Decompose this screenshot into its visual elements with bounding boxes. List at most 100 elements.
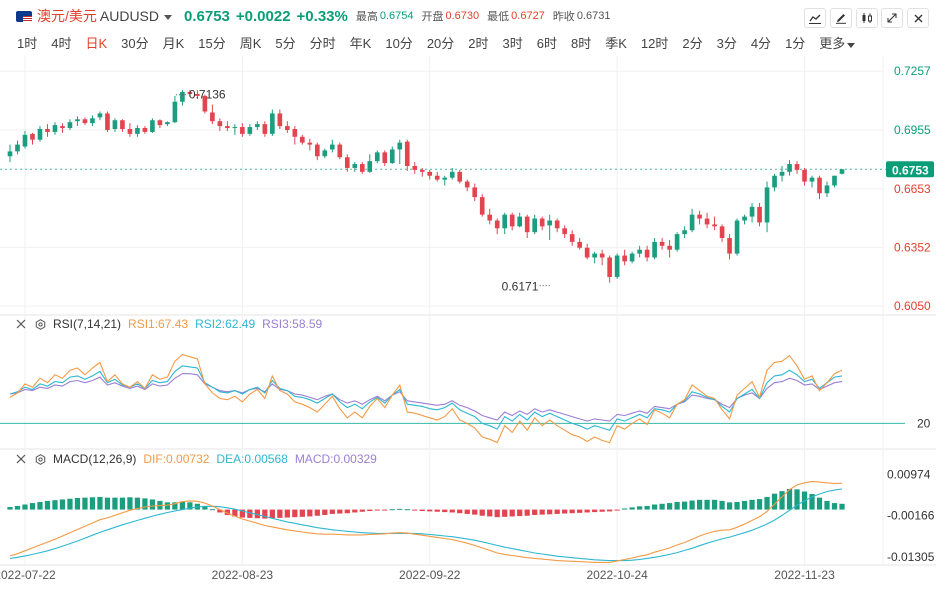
candle[interactable] xyxy=(764,181,770,233)
candle[interactable] xyxy=(659,238,665,250)
candle[interactable] xyxy=(172,95,178,124)
candle[interactable] xyxy=(82,117,88,126)
candle[interactable] xyxy=(644,245,650,262)
tab-6时[interactable]: 6时 xyxy=(534,33,560,52)
candle[interactable] xyxy=(794,161,800,174)
tab-12时[interactable]: 12时 xyxy=(638,33,671,52)
candle[interactable] xyxy=(727,234,732,260)
candle[interactable] xyxy=(232,124,238,135)
candle[interactable] xyxy=(255,121,260,130)
tab-季K[interactable]: 季K xyxy=(602,33,630,52)
candle[interactable] xyxy=(292,126,298,145)
candle[interactable] xyxy=(202,94,208,114)
candle[interactable] xyxy=(809,175,815,188)
candle[interactable] xyxy=(15,140,20,155)
candle[interactable] xyxy=(105,111,110,132)
symbol-name[interactable]: 澳元/美元 xyxy=(37,8,97,24)
candle[interactable] xyxy=(7,144,13,163)
candle[interactable] xyxy=(374,150,380,164)
candle[interactable] xyxy=(667,239,672,258)
candle[interactable] xyxy=(75,116,80,127)
gear-icon[interactable] xyxy=(35,453,46,465)
tab-1时[interactable]: 1时 xyxy=(14,33,40,52)
candle[interactable] xyxy=(329,139,335,153)
tab-15分[interactable]: 15分 xyxy=(195,33,228,52)
candle[interactable] xyxy=(397,139,403,165)
candle[interactable] xyxy=(614,253,620,279)
candle[interactable] xyxy=(120,119,125,132)
candle[interactable] xyxy=(344,154,350,172)
fullscreen-icon[interactable] xyxy=(881,8,903,28)
candle[interactable] xyxy=(787,160,792,176)
candle[interactable] xyxy=(577,238,582,250)
candle[interactable] xyxy=(90,115,95,127)
candle[interactable] xyxy=(262,121,268,137)
candle[interactable] xyxy=(404,139,410,171)
tab-分时[interactable]: 分时 xyxy=(307,33,339,52)
symbol-dropdown-icon[interactable] xyxy=(164,14,173,20)
candle[interactable] xyxy=(240,123,245,137)
candle[interactable] xyxy=(195,90,200,99)
tab-日K[interactable]: 日K xyxy=(82,33,110,52)
candle[interactable] xyxy=(382,150,388,166)
candle[interactable] xyxy=(832,175,837,188)
candle[interactable] xyxy=(449,167,455,180)
candle[interactable] xyxy=(532,214,538,235)
candle[interactable] xyxy=(389,146,395,165)
candle[interactable] xyxy=(592,251,597,264)
candle[interactable] xyxy=(217,118,223,131)
candle[interactable] xyxy=(127,123,133,137)
candle[interactable] xyxy=(210,104,215,125)
candle[interactable] xyxy=(472,183,478,202)
candle[interactable] xyxy=(607,255,612,283)
candle[interactable] xyxy=(712,216,717,231)
candle[interactable] xyxy=(359,162,365,174)
candle[interactable] xyxy=(464,179,470,192)
candle[interactable] xyxy=(494,218,500,235)
candle[interactable] xyxy=(502,212,508,235)
candle[interactable] xyxy=(60,123,65,133)
candle[interactable] xyxy=(412,162,418,174)
candle[interactable] xyxy=(352,162,358,172)
candle[interactable] xyxy=(45,124,50,137)
tab-2分[interactable]: 2分 xyxy=(679,33,705,52)
candle[interactable] xyxy=(187,90,193,97)
tab-1分[interactable]: 1分 xyxy=(782,33,808,52)
candle[interactable] xyxy=(30,132,35,145)
candle[interactable] xyxy=(37,126,43,142)
candle[interactable] xyxy=(547,214,552,240)
candle[interactable] xyxy=(487,208,493,225)
candle[interactable] xyxy=(180,90,185,106)
candle[interactable] xyxy=(599,249,605,266)
candle[interactable] xyxy=(322,148,328,159)
candle[interactable] xyxy=(524,214,530,239)
candle[interactable] xyxy=(824,181,830,198)
pencil-icon[interactable] xyxy=(830,8,852,28)
tab-4时[interactable]: 4时 xyxy=(48,33,74,52)
candle[interactable] xyxy=(307,138,313,151)
candle[interactable] xyxy=(457,169,463,184)
candle[interactable] xyxy=(419,167,425,177)
tab-8时[interactable]: 8时 xyxy=(568,33,594,52)
candle[interactable] xyxy=(757,202,762,227)
candle[interactable] xyxy=(270,109,275,136)
candle[interactable] xyxy=(719,224,725,242)
candle[interactable] xyxy=(509,212,515,231)
tab-30分[interactable]: 30分 xyxy=(118,33,151,52)
candle[interactable] xyxy=(442,175,448,186)
compare-icon[interactable] xyxy=(856,8,878,28)
candle[interactable] xyxy=(652,238,657,260)
candle[interactable] xyxy=(674,232,680,252)
tab-周K[interactable]: 周K xyxy=(237,33,265,52)
candle[interactable] xyxy=(584,243,590,260)
candle[interactable] xyxy=(434,171,440,182)
candle[interactable] xyxy=(539,216,545,231)
tab-2时[interactable]: 2时 xyxy=(465,33,491,52)
close-icon[interactable] xyxy=(16,454,26,464)
tab-年K[interactable]: 年K xyxy=(347,33,375,52)
tab-月K[interactable]: 月K xyxy=(160,33,188,52)
close-icon[interactable] xyxy=(16,319,26,329)
candle[interactable] xyxy=(749,202,755,223)
candle[interactable] xyxy=(314,142,320,161)
close-icon[interactable] xyxy=(907,8,929,28)
